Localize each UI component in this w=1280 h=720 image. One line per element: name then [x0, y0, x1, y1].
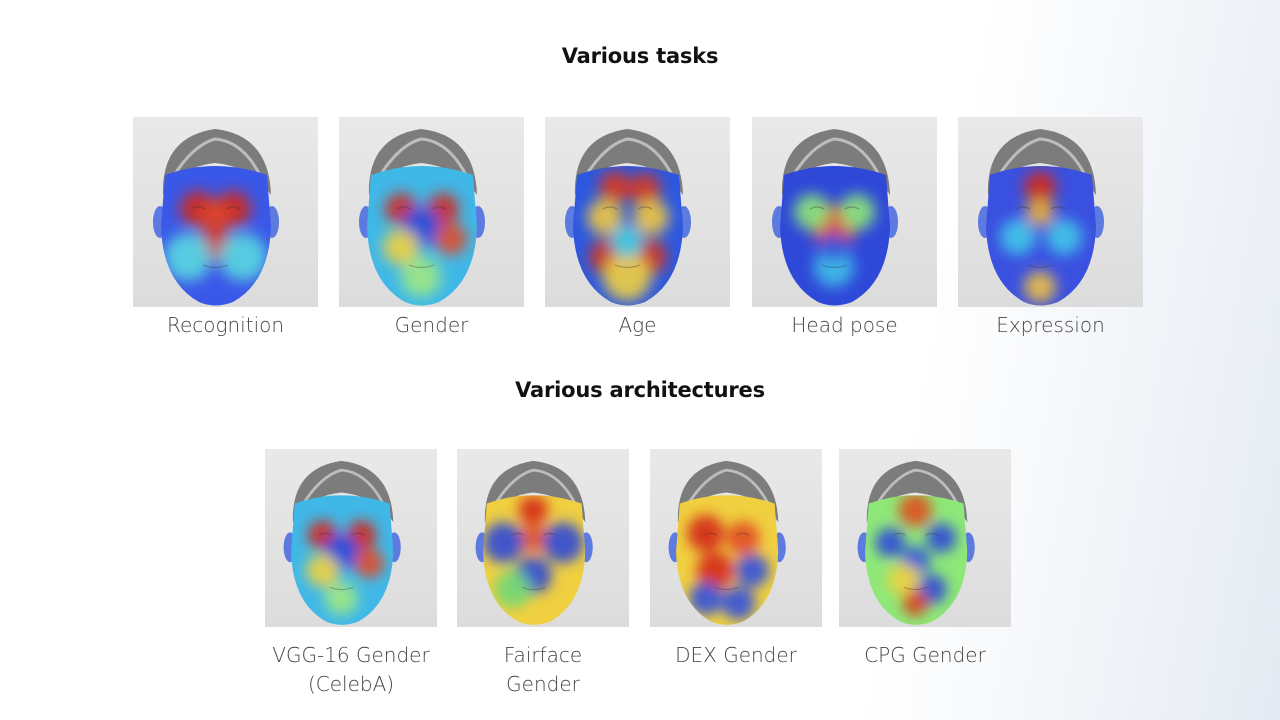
task-card-head-pose: Head pose: [752, 117, 937, 337]
architectures-title: Various architectures: [515, 378, 765, 402]
heatmap-face-image: [839, 449, 1011, 627]
task-label: Age: [618, 313, 657, 337]
architecture-card-fairface: Fairface Gender: [457, 449, 629, 696]
task-label: Gender: [394, 313, 469, 337]
heatmap-face-image: [133, 117, 318, 307]
heatmap-face-image: [752, 117, 937, 307]
architecture-label-line1: Fairface: [503, 643, 583, 667]
heatmap-face-image: [339, 117, 524, 307]
tasks-title: Various tasks: [561, 44, 719, 68]
task-card-age: Age: [545, 117, 730, 337]
architecture-card-vgg16: VGG-16 Gender (CelebA): [265, 449, 437, 696]
heatmap-face-image: [958, 117, 1143, 307]
architecture-label-line2: (CelebA): [307, 672, 395, 696]
task-card-expression: Expression: [958, 117, 1143, 337]
task-card-gender: Gender: [339, 117, 524, 337]
architecture-label-line1: DEX Gender: [675, 643, 797, 667]
heatmap-face-image: [545, 117, 730, 307]
architecture-card-cpg: CPG Gender: [839, 449, 1011, 667]
task-label: Recognition: [166, 313, 285, 337]
task-label: Head pose: [791, 313, 898, 337]
heatmap-face-image: [265, 449, 437, 627]
heatmap-face-image: [650, 449, 822, 627]
architecture-label-line1: VGG-16 Gender: [272, 643, 430, 667]
architecture-label-line1: CPG Gender: [864, 643, 986, 667]
architecture-card-dex: DEX Gender: [650, 449, 822, 667]
heatmap-face-image: [457, 449, 629, 627]
task-label: Expression: [996, 313, 1105, 337]
architecture-label-line2: Gender: [506, 672, 580, 696]
task-card-recognition: Recognition: [133, 117, 318, 337]
